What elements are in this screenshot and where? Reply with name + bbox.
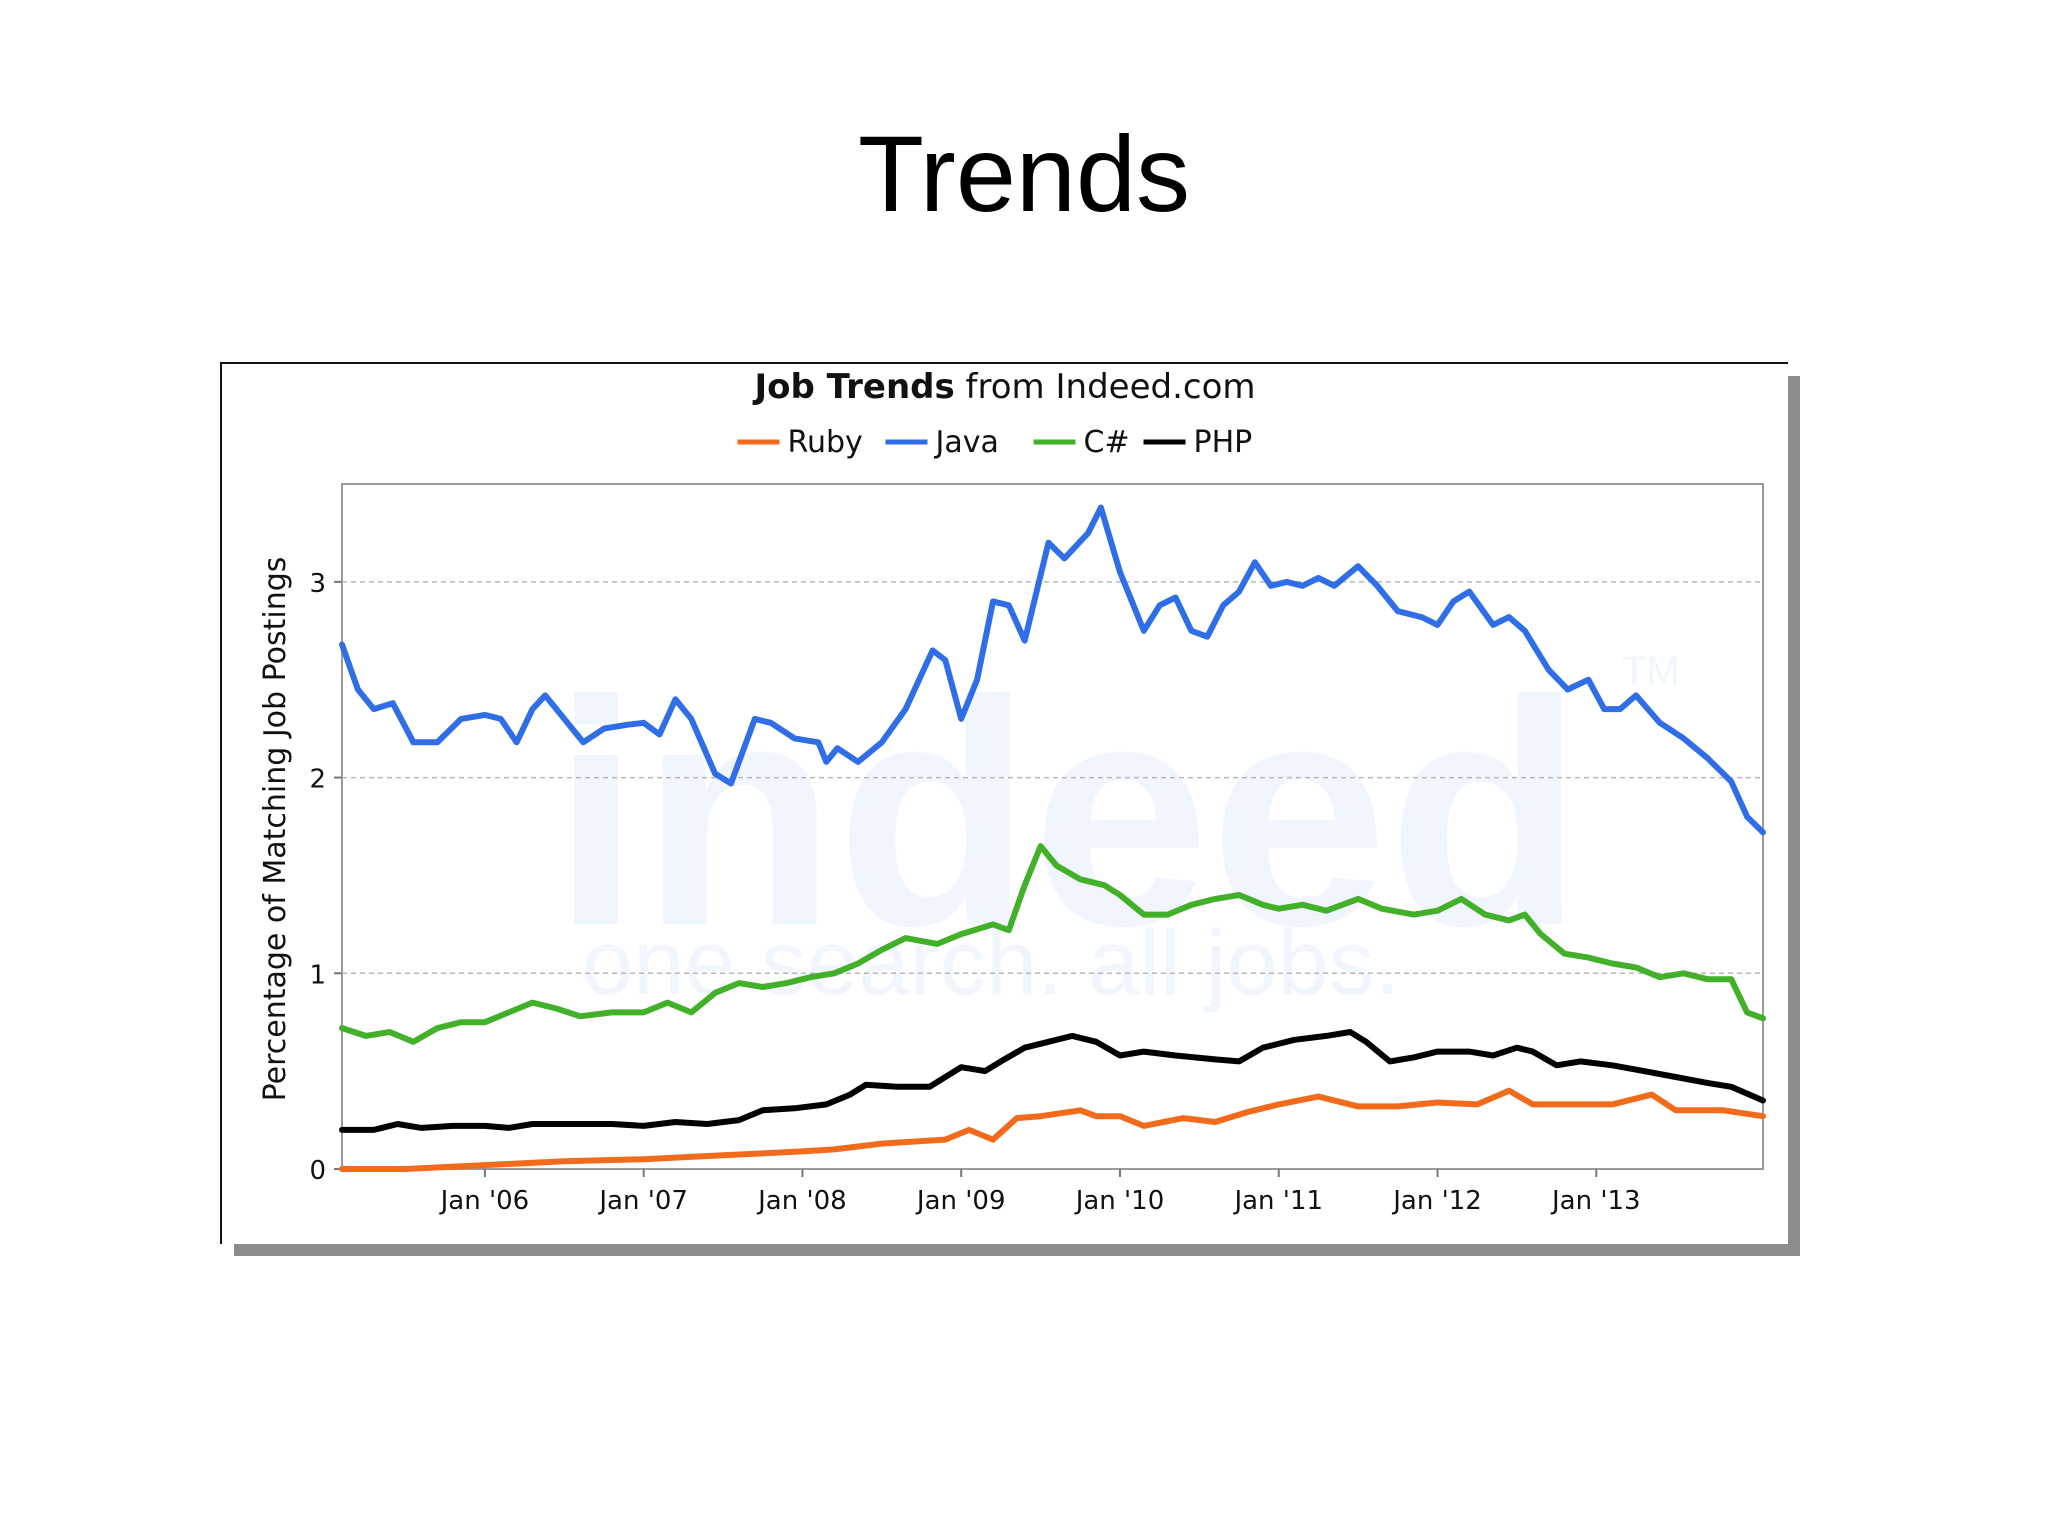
- slide-title: Trends: [857, 113, 1191, 234]
- x-tick-label: Jan '08: [756, 1186, 847, 1216]
- legend-label: Ruby: [788, 425, 863, 460]
- watermark-brand: indeed: [552, 634, 1583, 992]
- x-axis-ticks: Jan '06 Jan '07 Jan '08 Jan '09 Jan '10 Jan '…: [439, 1169, 1641, 1216]
- watermark-tagline: one search. all jobs.: [582, 912, 1400, 1014]
- chart-title-bold: Job Trends: [753, 367, 955, 407]
- indeed-watermark: indeed one search. all jobs. TM: [552, 634, 1680, 1014]
- y-tick-label: 1: [309, 960, 326, 990]
- legend-label: C#: [1084, 425, 1130, 460]
- chart-title: Job Trends from Indeed.com: [753, 367, 1256, 407]
- series-line-java: [339, 504, 1766, 836]
- gridlines: [342, 581, 1763, 975]
- chart-title-rest: from Indeed.com: [955, 367, 1256, 407]
- series-lines: [339, 504, 1766, 1172]
- x-tick-label: Jan '13: [1550, 1186, 1641, 1216]
- chart-frame: indeed one search. all jobs. TM Job Tren…: [220, 362, 1788, 1244]
- x-tick-label: Jan '07: [597, 1186, 688, 1216]
- x-tick-label: Jan '09: [915, 1186, 1006, 1216]
- legend-label: PHP: [1194, 425, 1253, 460]
- job-trends-chart: indeed one search. all jobs. TM Job Tren…: [258, 367, 1766, 1216]
- series-line-ruby: [339, 1087, 1766, 1172]
- y-tick-label: 0: [309, 1156, 326, 1186]
- y-axis-ticks: 0 1 2 3: [309, 569, 342, 1186]
- x-tick-label: Jan '06: [439, 1186, 530, 1216]
- y-tick-label: 2: [309, 765, 326, 795]
- y-tick-label: 3: [309, 569, 326, 599]
- legend-label: Java: [934, 425, 999, 460]
- x-tick-label: Jan '11: [1232, 1186, 1323, 1216]
- x-tick-label: Jan '12: [1391, 1186, 1482, 1216]
- watermark-tm: TM: [1622, 649, 1680, 693]
- y-axis-label: Percentage of Matching Job Postings: [258, 557, 293, 1102]
- series-line-csharp: [339, 843, 1766, 1045]
- plot-area: [341, 483, 1764, 1170]
- chart-legend: Ruby Java C# PHP: [737, 425, 1253, 460]
- x-tick-label: Jan '10: [1074, 1186, 1165, 1216]
- series-line-php: [339, 1029, 1766, 1133]
